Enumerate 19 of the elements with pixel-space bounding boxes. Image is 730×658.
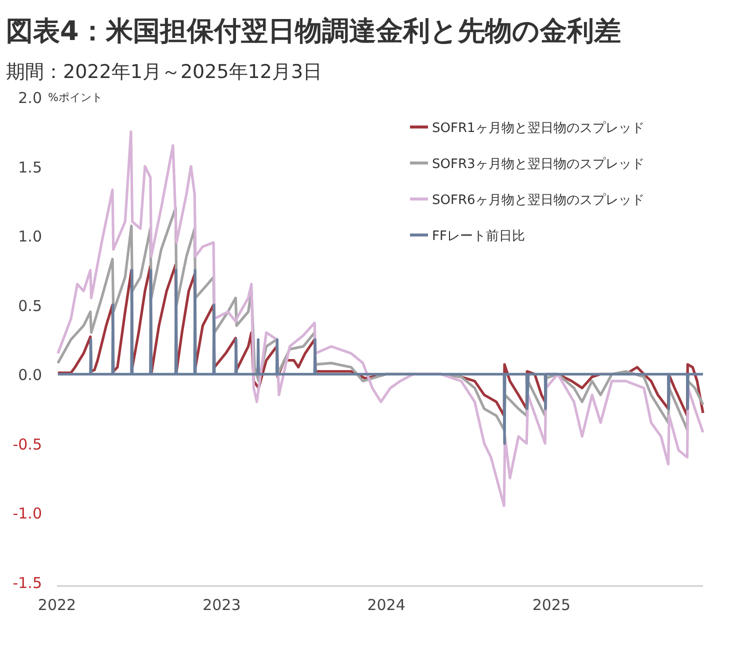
legend-label: SOFR6ヶ月物と翌日物のスプレッド xyxy=(432,193,644,208)
x-tick-label: 2025 xyxy=(532,596,571,614)
legend-label: SOFR1ヶ月物と翌日物のスプレッド xyxy=(432,121,644,136)
chart-title: 図表4：米国担保付翌日物調達金利と先物の金利差 xyxy=(6,16,621,47)
legend-label: SOFR3ヶ月物と翌日物のスプレッド xyxy=(432,157,644,172)
y-axis-title: %ポイント xyxy=(48,91,102,104)
y-tick-label: 0.0 xyxy=(18,366,42,384)
y-tick-label: 1.5 xyxy=(18,158,42,176)
chart-subtitle: 期間：2022年1月～2025年12月3日 xyxy=(6,61,322,83)
x-tick-label: 2024 xyxy=(367,596,406,614)
y-tick-label: -1.0 xyxy=(12,504,42,523)
y-tick-label: -0.5 xyxy=(12,435,42,454)
y-tick-label: 0.5 xyxy=(18,296,42,315)
x-tick-label: 2023 xyxy=(202,596,241,614)
y-tick-label: 2.0 xyxy=(18,89,42,107)
x-tick-label: 2022 xyxy=(38,596,76,614)
y-tick-label: -1.5 xyxy=(12,574,42,592)
legend-label: FFレート前日比 xyxy=(432,229,525,244)
y-tick-label: 1.0 xyxy=(18,228,42,246)
